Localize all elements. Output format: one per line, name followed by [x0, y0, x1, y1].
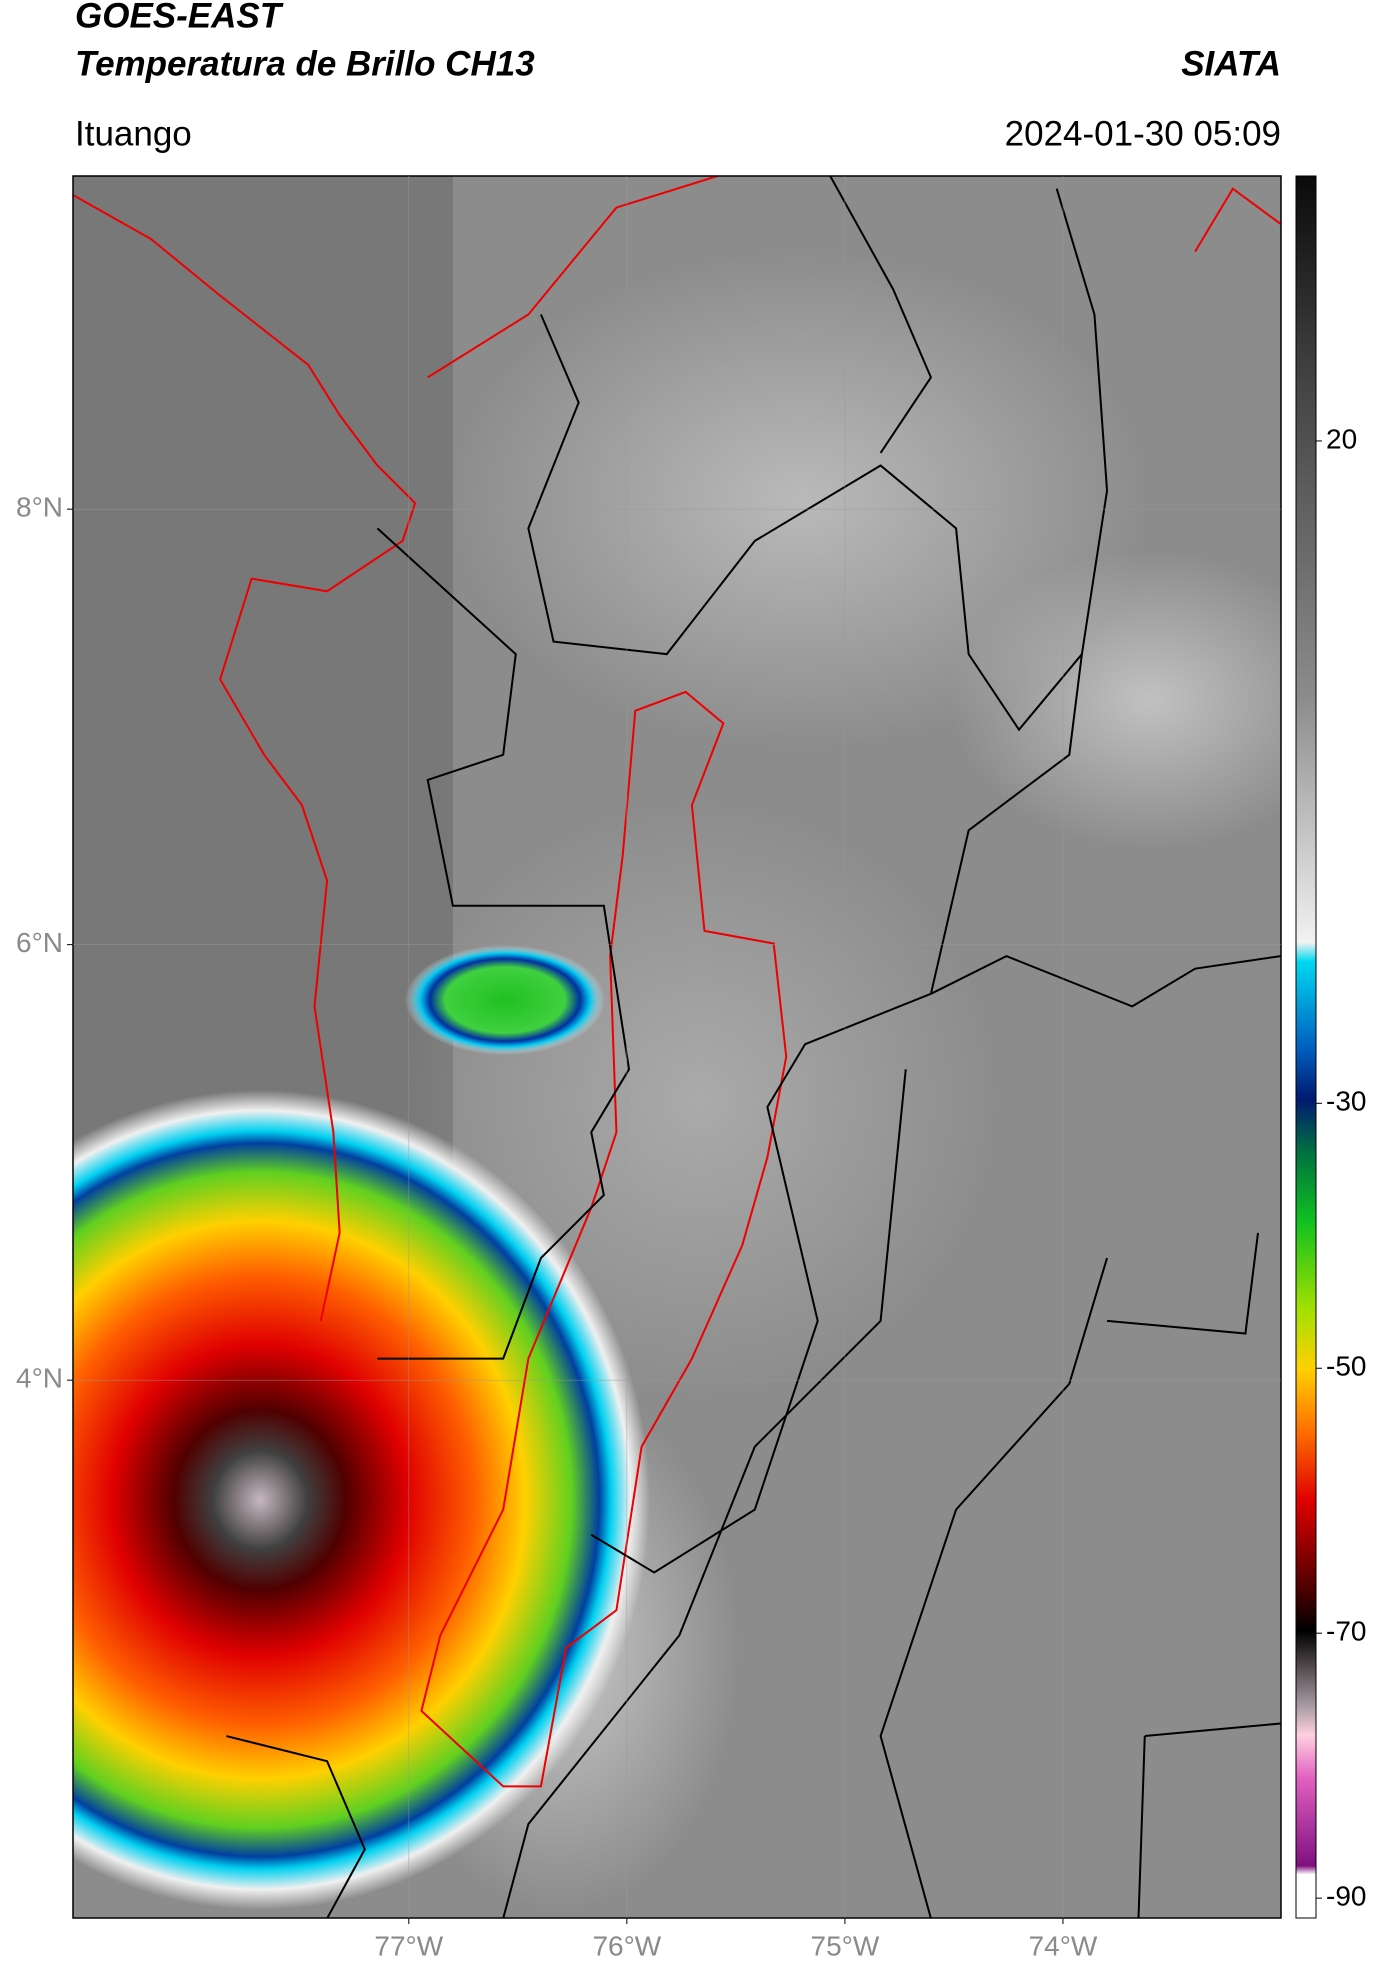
colorbar-tick-label: -30	[1326, 1086, 1366, 1117]
satellite-image	[73, 176, 1281, 1918]
colorbar-tick-label: -70	[1326, 1616, 1366, 1647]
x-tick-label: 76°W	[592, 1930, 661, 1961]
y-tick-label: 4°N	[16, 1363, 63, 1394]
datetime: 2024-01-30 05:09	[1005, 114, 1281, 153]
colorbar-tick-label: 20	[1326, 423, 1357, 454]
colorbar-tick-label: -90	[1326, 1881, 1366, 1912]
x-tick-label: 77°W	[374, 1930, 443, 1961]
location: Ituango	[75, 114, 192, 153]
subtitle: Temperatura de Brillo CH13	[75, 44, 535, 83]
title: GOES-EAST	[75, 0, 284, 35]
y-tick-label: 6°N	[16, 927, 63, 958]
colorbar-tick-label: -50	[1326, 1351, 1366, 1382]
source: SIATA	[1181, 44, 1281, 83]
x-tick-label: 74°W	[1029, 1930, 1098, 1961]
map-frame	[72, 175, 1282, 1919]
x-tick-label: 75°W	[811, 1930, 880, 1961]
y-tick-label: 8°N	[16, 492, 63, 523]
colorbar	[1295, 175, 1317, 1919]
